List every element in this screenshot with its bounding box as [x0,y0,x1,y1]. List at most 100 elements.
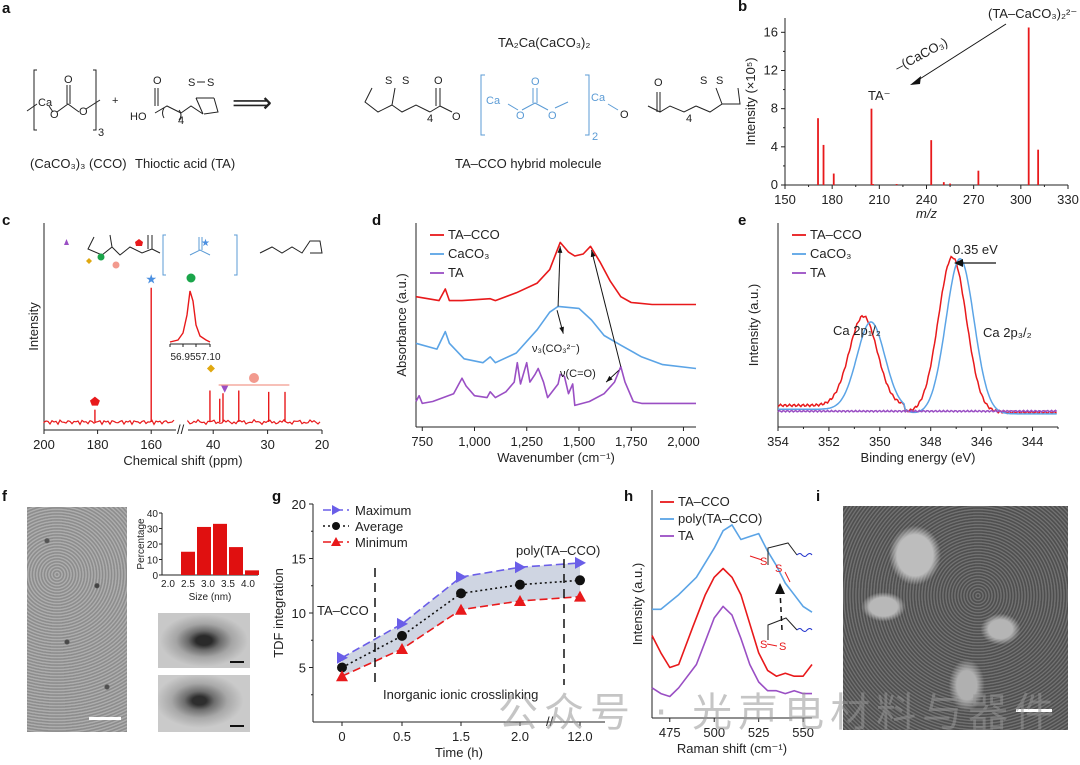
x-tick-label: 160 [140,437,162,452]
x-tick-label: 210 [868,192,890,207]
y-axis-label: TDF integration [271,568,286,658]
legend-label: Average [355,519,403,534]
inset-tick-label: 56.95 [170,352,195,363]
x-tick-label: 200 [33,437,55,452]
y-tick-label: 0 [771,177,778,192]
scale-bar [230,661,244,663]
data-point [574,590,586,602]
wavy-bond [796,628,813,632]
reaction-arrow: ⟹ [232,87,272,118]
data-point [337,662,347,673]
reactant-2-name: Thioctic acid (TA) [135,156,235,171]
atom-o: O [50,109,59,121]
x-tick-label: 1,250 [510,434,543,449]
atom-o: O [620,109,629,121]
x-tick-label: 180 [87,437,109,452]
x-axis-label: Raman shift (cm⁻¹) [677,741,787,756]
annotation-arrow [914,23,1007,83]
diamond-marker [86,258,92,264]
legend-marker [332,522,340,530]
legend-label: TA–CCO [678,494,730,509]
x-tick-label: 20 [315,437,329,452]
atom-o: O [516,110,525,122]
mini-structure [87,234,161,256]
circle-marker [186,273,196,283]
legend-label: TA [810,265,826,280]
closed-ring [767,617,798,640]
data-point [575,575,585,586]
legend-marker [331,537,341,546]
panel-label-d: d [372,212,382,229]
x-tick-label: 270 [963,192,985,207]
data-point [336,670,348,682]
atom-o: O [64,74,73,86]
annotation-ca2p12: Ca 2p₁/₂ [833,323,881,338]
x-tick-label: 3.0 [201,579,215,590]
x-tick-label: 1.5 [452,729,470,744]
legend-label: Minimum [355,535,408,550]
sulfur-atom: S [779,641,786,653]
reactant-1-name: (CaCO₃)₃ (CCO) [30,156,127,171]
atom-o: O [452,111,461,123]
annotation-arrow [591,250,622,367]
atom-s: S [188,77,195,89]
pentagon-marker [89,396,100,406]
x-tick-label: 2.5 [181,579,195,590]
x-tick-label: 550 [792,725,814,740]
x-tick-label: 1,750 [615,434,648,449]
y-tick-label: 16 [764,24,778,39]
atom-s: S [385,75,392,87]
subscript-3: 3 [98,127,104,139]
panel-label-g: g [272,488,282,505]
y-tick-label: 8 [771,101,778,116]
chart-e-xps: 354 352 350 348 346 344 TA–CCO CaCO₃ TA Binding e… [746,223,1059,465]
legend-label: TA [448,265,464,280]
y-tick-label: 10 [147,556,159,567]
chart-h-raman: 475 500 525 550 TA–CCO poly(TA–CCO) TA Raman sh… [630,490,814,756]
atom-ca: Ca [591,92,606,104]
x-tick-label: 2.0 [511,729,529,744]
legend-label: poly(TA–CCO) [678,511,762,526]
x-tick-label: 1,000 [458,434,491,449]
plus-sign: + [112,95,118,107]
y-tick-label: 15 [292,552,306,567]
spectrum-line [43,419,175,426]
atom-ca: Ca [486,95,501,107]
data-point [515,561,526,574]
atom-ca: Ca [38,97,53,109]
circle-marker [249,373,259,383]
star-marker: ★ [201,238,210,249]
arrow-head [557,246,563,253]
arrow-head [910,76,921,85]
data-point [337,651,348,664]
annotation-poly: poly(TA–CCO) [516,543,600,558]
cco-structure [26,69,101,131]
tem-image-network [843,506,1068,730]
radical-bond [749,555,763,561]
x-tick-label: 12.0 [567,729,592,744]
panel-label-a: a [2,0,11,17]
y-tick-label: 30 [147,525,159,536]
x-tick-label: 180 [821,192,843,207]
y-tick-label: 20 [147,540,159,551]
x-tick-label: 240 [916,192,938,207]
product-name: TA–CCO hybrid molecule [455,156,601,171]
atom-s: S [716,75,723,87]
data-point [514,595,526,607]
y-tick-label: 0 [152,571,158,582]
axis-break: // [546,714,554,729]
data-point [455,603,467,615]
histogram-bar [181,551,195,575]
atom-o: O [531,76,540,88]
radical-bond [784,571,791,583]
x-tick-label: 346 [971,434,993,449]
ss-bond [766,643,778,647]
x-axis-label: Time (h) [435,745,483,760]
subscript-4: 4 [178,115,184,127]
annotation-ta-cco: TA–CCO [317,603,369,618]
y-tick-label: 40 [147,509,159,520]
product-structure [364,87,741,113]
series-line-2 [415,361,696,407]
reaction-scheme: Ca O O O 3 + HO O 4 S S ⟹ S S O O 4 [26,35,741,171]
data-point [456,571,467,584]
